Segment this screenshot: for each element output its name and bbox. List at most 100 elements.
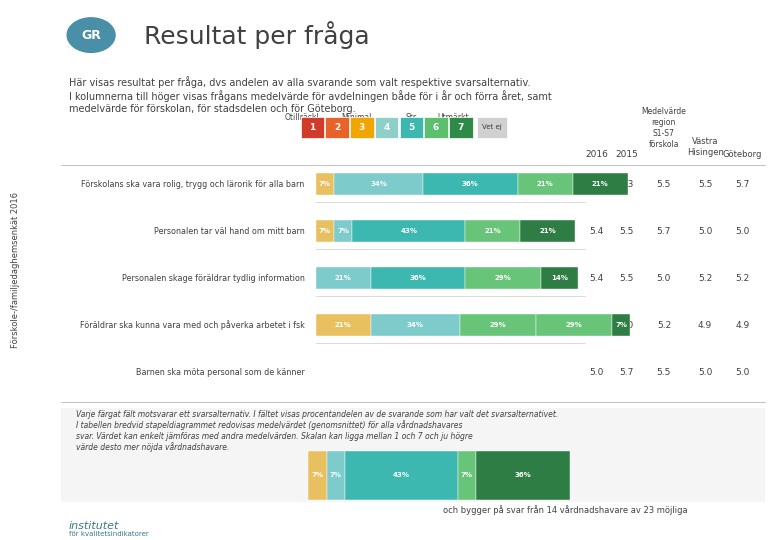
Text: I tabellen bredvid stapeldiagrammet redovisas medelvärdet (genomsnittet) för all: I tabellen bredvid stapeldiagrammet redo… — [76, 421, 463, 430]
FancyBboxPatch shape — [424, 117, 448, 138]
FancyBboxPatch shape — [460, 314, 536, 336]
Text: 29%: 29% — [495, 275, 512, 281]
Text: 7: 7 — [457, 123, 464, 132]
Text: Västra
Hisingen: Västra Hisingen — [686, 137, 724, 157]
Text: Förskolans ska vara rolig, trygg och lärorik för alla barn: Förskolans ska vara rolig, trygg och lär… — [81, 180, 304, 188]
Text: värde desto mer nöjda vårdnadshavare.: värde desto mer nöjda vårdnadshavare. — [76, 442, 229, 452]
Text: 7%: 7% — [319, 181, 331, 187]
Text: 21%: 21% — [539, 228, 556, 234]
FancyBboxPatch shape — [458, 451, 476, 500]
Text: Göteborg: Göteborg — [723, 150, 762, 159]
FancyBboxPatch shape — [424, 173, 518, 195]
Text: GR: GR — [81, 29, 101, 42]
Text: 14%: 14% — [551, 275, 568, 281]
Text: Personalen tar väl hand om mitt barn: Personalen tar väl hand om mitt barn — [154, 227, 304, 235]
Text: 5.0: 5.0 — [657, 274, 671, 282]
FancyBboxPatch shape — [375, 117, 399, 138]
Text: och bygger på svar från 14 vårdnadshavare av 23 möjliga: och bygger på svar från 14 vårdnadshavar… — [443, 505, 688, 515]
FancyBboxPatch shape — [573, 173, 628, 195]
FancyBboxPatch shape — [449, 117, 473, 138]
Text: 34%: 34% — [407, 322, 424, 328]
FancyBboxPatch shape — [399, 117, 423, 138]
FancyBboxPatch shape — [353, 220, 465, 242]
FancyBboxPatch shape — [477, 117, 507, 138]
Text: 5.5: 5.5 — [657, 180, 671, 188]
FancyBboxPatch shape — [327, 451, 345, 500]
Text: Barnen ska möta personal som de känner: Barnen ska möta personal som de känner — [136, 368, 304, 376]
Text: 43%: 43% — [400, 228, 417, 234]
Text: 29%: 29% — [566, 322, 582, 328]
Text: 4.9: 4.9 — [590, 321, 604, 329]
FancyBboxPatch shape — [465, 267, 541, 289]
FancyBboxPatch shape — [465, 220, 520, 242]
Circle shape — [67, 18, 115, 52]
FancyBboxPatch shape — [316, 173, 334, 195]
Text: medelvärde för förskolan, för stadsdelen och för Göteborg.: medelvärde för förskolan, för stadsdelen… — [69, 104, 355, 114]
Text: Utmärkt: Utmärkt — [437, 113, 469, 122]
FancyBboxPatch shape — [325, 117, 349, 138]
Text: 5.7: 5.7 — [736, 180, 750, 188]
Text: 5.4: 5.4 — [590, 180, 604, 188]
Text: 5.5: 5.5 — [698, 180, 712, 188]
Text: för kvalitetsindikatorer: för kvalitetsindikatorer — [69, 531, 148, 537]
FancyBboxPatch shape — [350, 117, 374, 138]
Text: institutet: institutet — [69, 521, 119, 531]
Text: svar. Värdet kan enkelt jämföras med andra medelvärden. Skalan kan ligga mellan : svar. Värdet kan enkelt jämföras med and… — [76, 432, 473, 441]
Text: 21%: 21% — [592, 181, 608, 187]
Text: 5.0: 5.0 — [698, 227, 712, 235]
Text: 4.9: 4.9 — [698, 321, 712, 329]
FancyBboxPatch shape — [370, 314, 460, 336]
Text: 21%: 21% — [484, 228, 501, 234]
Text: 21%: 21% — [335, 322, 352, 328]
Text: 5: 5 — [408, 123, 414, 132]
Text: Vet ej: Vet ej — [483, 124, 502, 131]
FancyBboxPatch shape — [518, 173, 573, 195]
Text: 5.0: 5.0 — [736, 227, 750, 235]
Text: 5.7: 5.7 — [619, 368, 633, 376]
Text: 5.4: 5.4 — [590, 227, 604, 235]
Text: Resultat per fråga: Resultat per fråga — [144, 21, 369, 49]
Text: Personalen skage föräldrar tydlig information: Personalen skage föräldrar tydlig inform… — [122, 274, 304, 282]
FancyBboxPatch shape — [316, 220, 334, 242]
Text: 4.0: 4.0 — [619, 321, 633, 329]
Text: 2: 2 — [334, 123, 340, 132]
Text: 36%: 36% — [515, 472, 531, 478]
FancyBboxPatch shape — [301, 117, 324, 138]
Text: 2016: 2016 — [585, 150, 608, 159]
Text: Här visas resultat per fråga, dvs andelen av alla svarande som valt respektive s: Här visas resultat per fråga, dvs andele… — [69, 76, 530, 88]
Text: Otillräckl.: Otillräckl. — [285, 113, 321, 122]
FancyBboxPatch shape — [316, 267, 370, 289]
FancyBboxPatch shape — [61, 408, 765, 502]
FancyBboxPatch shape — [370, 267, 465, 289]
Text: 5.4: 5.4 — [590, 274, 604, 282]
FancyBboxPatch shape — [334, 173, 424, 195]
Text: 6: 6 — [433, 123, 439, 132]
Text: 34%: 34% — [370, 181, 387, 187]
Text: 5.7: 5.7 — [657, 227, 671, 235]
Text: 3: 3 — [359, 123, 365, 132]
Text: 36%: 36% — [462, 181, 479, 187]
Text: Minimal: Minimal — [342, 113, 372, 122]
Text: 1: 1 — [309, 123, 315, 132]
FancyBboxPatch shape — [520, 220, 575, 242]
Text: 21%: 21% — [335, 275, 352, 281]
Text: 5.0: 5.0 — [698, 368, 712, 376]
Text: 5.0: 5.0 — [590, 368, 604, 376]
Text: Varje färgat fält motsvarar ett svarsalternativ. I fältet visas procentandelen a: Varje färgat fält motsvarar ett svarsalt… — [76, 410, 558, 419]
Text: 7%: 7% — [319, 228, 331, 234]
FancyBboxPatch shape — [334, 220, 353, 242]
Text: 5.0: 5.0 — [736, 368, 750, 376]
Text: 7%: 7% — [311, 472, 324, 478]
Text: I kolumnerna till höger visas frågans medelvärde för avdelningen både för i år o: I kolumnerna till höger visas frågans me… — [69, 90, 551, 102]
Text: 5.3: 5.3 — [619, 180, 633, 188]
Text: 5.5: 5.5 — [619, 227, 633, 235]
Text: 36%: 36% — [410, 275, 427, 281]
Text: Föräldrar ska kunna vara med och påverka arbetet i fsk: Föräldrar ska kunna vara med och påverka… — [80, 320, 304, 330]
Text: 7%: 7% — [337, 228, 349, 234]
Text: Förskole-/familjedaghemsenkät 2016: Förskole-/familjedaghemsenkät 2016 — [11, 192, 20, 348]
FancyBboxPatch shape — [612, 314, 630, 336]
Text: 7%: 7% — [330, 472, 342, 478]
Text: 29%: 29% — [490, 322, 506, 328]
Text: 5.2: 5.2 — [698, 274, 712, 282]
Text: 4.9: 4.9 — [736, 321, 750, 329]
